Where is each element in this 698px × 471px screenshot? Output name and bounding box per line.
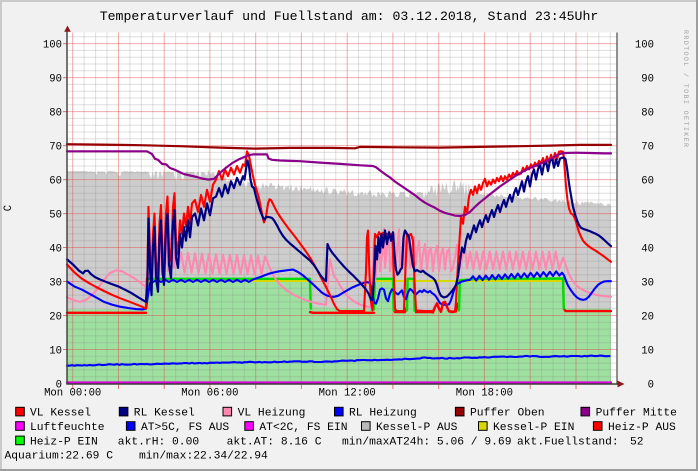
- svg-text:RRDTOOL / TOBI OETIKER: RRDTOOL / TOBI OETIKER: [681, 30, 689, 148]
- svg-text:Aquarium:22.69 C: Aquarium:22.69 C: [5, 450, 114, 462]
- svg-text:40: 40: [49, 243, 62, 255]
- svg-text:Kessel-P AUS: Kessel-P AUS: [376, 422, 458, 434]
- svg-text:Puffer Oben: Puffer Oben: [470, 408, 545, 420]
- svg-text:RL Heizung: RL Heizung: [349, 408, 417, 420]
- svg-text:60: 60: [641, 175, 654, 187]
- svg-text:10: 10: [49, 345, 62, 357]
- svg-text:20: 20: [49, 311, 62, 323]
- svg-text:30: 30: [49, 277, 62, 289]
- svg-text:80: 80: [49, 107, 62, 119]
- svg-text:Mon 00:00: Mon 00:00: [44, 388, 101, 400]
- svg-text:AT>5C, FS AUS: AT>5C, FS AUS: [141, 422, 229, 434]
- svg-text:C: C: [3, 205, 15, 211]
- svg-text:70: 70: [49, 141, 62, 153]
- svg-text:30: 30: [641, 277, 654, 289]
- svg-text:akt.Fuellstand:: akt.Fuellstand:: [517, 436, 619, 448]
- svg-text:akt.rH: 0.00: akt.rH: 0.00: [118, 436, 200, 448]
- svg-text:80: 80: [641, 107, 654, 119]
- svg-text:Puffer Mitte: Puffer Mitte: [596, 408, 678, 420]
- svg-text:50: 50: [49, 209, 62, 221]
- svg-text:20: 20: [641, 311, 654, 323]
- svg-text:Mon 06:00: Mon 06:00: [181, 388, 238, 400]
- svg-text:min/max:22.34/22.94: min/max:22.34/22.94: [139, 450, 268, 462]
- svg-text:Temperaturverlauf und Fuellsta: Temperaturverlauf und Fuellstand am: 03.…: [100, 9, 599, 24]
- svg-text:Mon 12:00: Mon 12:00: [319, 388, 376, 400]
- svg-text:VL Kessel: VL Kessel: [30, 408, 91, 420]
- svg-text:100: 100: [43, 39, 62, 51]
- svg-text:90: 90: [641, 73, 654, 85]
- svg-text:10: 10: [641, 345, 654, 357]
- svg-text:min/maxAT24h: 5.06 / 9.69: min/maxAT24h: 5.06 / 9.69: [342, 436, 511, 448]
- svg-text:100: 100: [635, 39, 654, 51]
- svg-text:90: 90: [49, 73, 62, 85]
- svg-text:Kessel-P EIN: Kessel-P EIN: [493, 422, 574, 434]
- svg-text:Luftfeuchte: Luftfeuchte: [30, 422, 105, 434]
- svg-text:Mon 18:00: Mon 18:00: [456, 388, 513, 400]
- svg-text:akt.AT: 8.16 C: akt.AT: 8.16 C: [227, 436, 322, 448]
- svg-text:0: 0: [648, 379, 654, 391]
- svg-text:60: 60: [49, 175, 62, 187]
- svg-text:Heiz-P AUS: Heiz-P AUS: [608, 422, 676, 434]
- svg-text:0: 0: [56, 379, 62, 391]
- svg-text:Heiz-P EIN: Heiz-P EIN: [30, 436, 98, 448]
- svg-text:VL Heizung: VL Heizung: [238, 408, 306, 420]
- svg-text:40: 40: [641, 243, 654, 255]
- svg-text:52: 52: [630, 436, 644, 448]
- svg-text:AT<2C, FS EIN: AT<2C, FS EIN: [259, 422, 347, 434]
- svg-text:70: 70: [641, 141, 654, 153]
- svg-text:RL Kessel: RL Kessel: [134, 408, 195, 420]
- svg-text:50: 50: [641, 209, 654, 221]
